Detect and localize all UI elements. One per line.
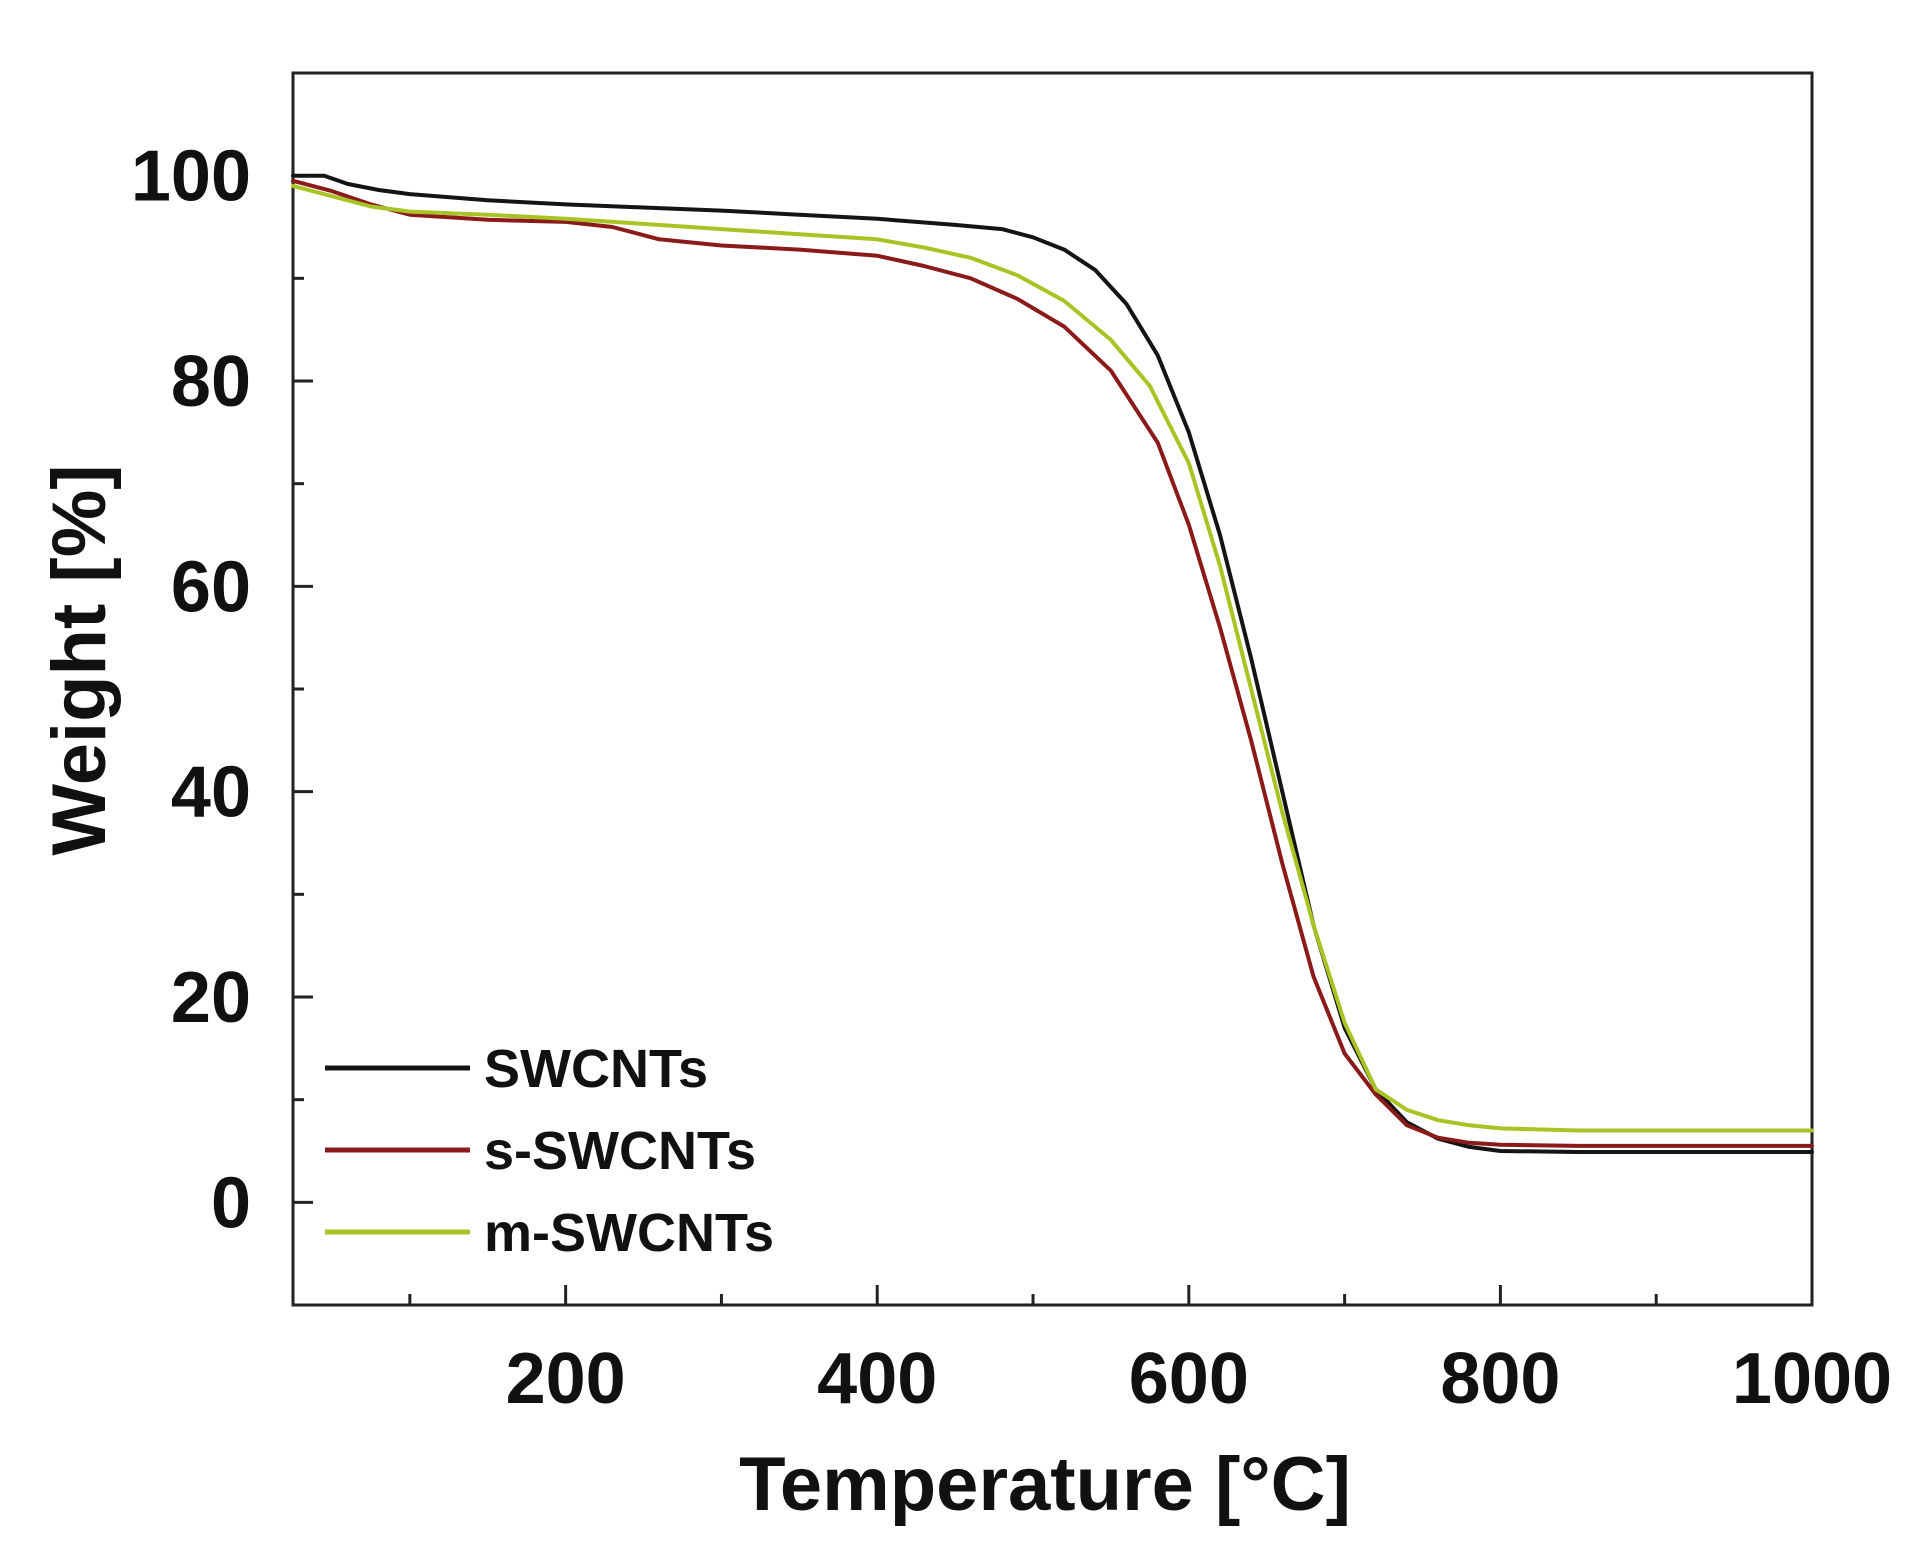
series-line-swcnts <box>291 173 1814 1154</box>
y-tick-label: 0 <box>211 1163 251 1243</box>
legend-label-m-swcnts: m-SWCNTs <box>484 1203 774 1263</box>
x-tick-label: 800 <box>1440 1339 1560 1419</box>
y-tick-label: 60 <box>171 547 251 627</box>
series-line-s-swcnts <box>291 178 1814 1148</box>
x-tick-label: 1000 <box>1732 1339 1892 1419</box>
x-tick-label: 400 <box>817 1339 937 1419</box>
y-tick-label: 40 <box>171 753 251 833</box>
legend-label-s-swcnts: s-SWCNTs <box>484 1121 756 1181</box>
x-axis-title: Temperature [°C] <box>739 1442 1351 1527</box>
series-line-m-swcnts <box>291 183 1814 1133</box>
y-axis-title: Weight [%] <box>37 464 122 855</box>
y-tick-label: 20 <box>171 958 251 1038</box>
y-tick-label: 80 <box>171 342 251 422</box>
x-tick-label: 600 <box>1129 1339 1249 1419</box>
y-tick-label: 100 <box>131 137 251 217</box>
legend-label-swcnts: SWCNTs <box>484 1039 708 1099</box>
x-tick-label: 200 <box>506 1339 626 1419</box>
